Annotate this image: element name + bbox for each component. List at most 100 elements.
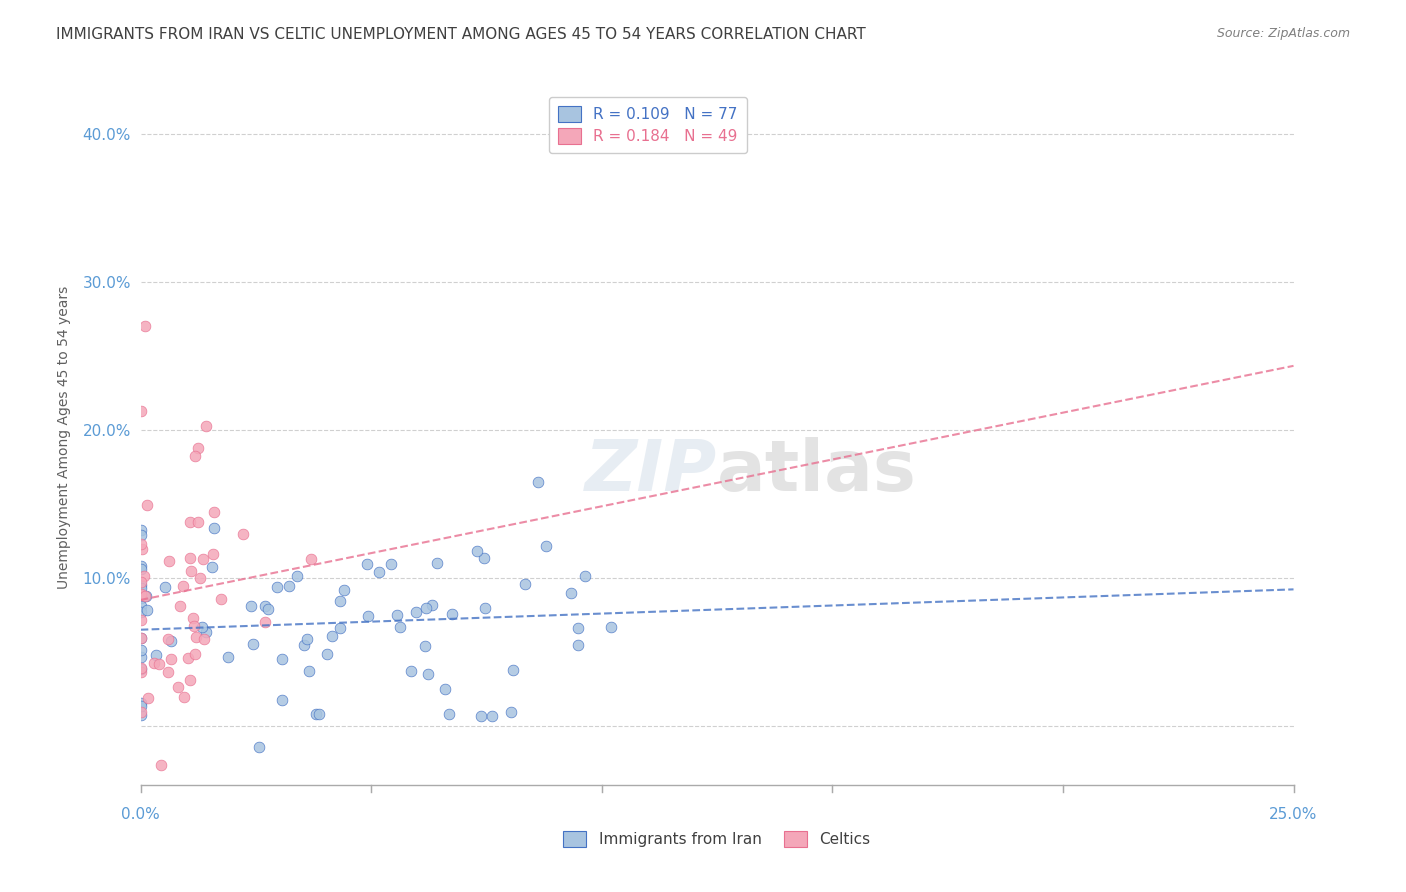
Point: [356, 557, 378, 571]
Point: [129, 587, 152, 601]
Point: [321, 629, 343, 643]
Point: [129, 523, 152, 537]
Point: [420, 598, 443, 612]
Point: [413, 639, 436, 653]
Point: [415, 600, 437, 615]
Point: [129, 536, 152, 550]
Point: [271, 693, 294, 707]
Point: [129, 613, 152, 627]
Point: [157, 554, 180, 568]
Point: [202, 547, 225, 561]
Point: [305, 706, 328, 721]
Point: [332, 583, 354, 598]
Point: [465, 544, 488, 558]
Point: [440, 607, 463, 621]
Point: [298, 664, 321, 678]
Legend: Immigrants from Iran, Celtics: Immigrants from Iran, Celtics: [564, 831, 870, 847]
Point: [405, 605, 427, 619]
Point: [129, 577, 152, 591]
Point: [502, 663, 524, 677]
Point: [155, 580, 177, 594]
Point: [195, 625, 218, 640]
Point: [574, 568, 596, 582]
Point: [515, 576, 537, 591]
Point: [179, 673, 201, 687]
Point: [134, 319, 156, 334]
Point: [188, 571, 211, 585]
Point: [368, 566, 391, 580]
Point: [184, 450, 207, 464]
Point: [499, 705, 522, 719]
Point: [434, 681, 457, 696]
Point: [295, 632, 318, 646]
Point: [186, 630, 208, 644]
Point: [135, 499, 157, 513]
Point: [129, 649, 152, 664]
Point: [156, 665, 179, 679]
Point: [160, 652, 183, 666]
Point: [187, 516, 209, 530]
Point: [129, 588, 152, 602]
Point: [129, 708, 152, 723]
Point: [201, 560, 224, 574]
Point: [148, 657, 170, 672]
Point: [600, 620, 623, 634]
Point: [131, 632, 153, 646]
Point: [253, 615, 276, 630]
Point: [191, 620, 214, 634]
Point: [143, 656, 166, 670]
Y-axis label: Unemployment Among Ages 45 to 54 years: Unemployment Among Ages 45 to 54 years: [58, 285, 72, 589]
Point: [129, 665, 152, 679]
Point: [470, 708, 492, 723]
Point: [270, 652, 292, 666]
Point: [129, 528, 152, 542]
Point: [156, 632, 179, 647]
Point: [129, 562, 152, 576]
Point: [567, 621, 589, 635]
Point: [437, 707, 460, 722]
Point: [129, 581, 152, 595]
Point: [481, 709, 503, 723]
Point: [285, 568, 308, 582]
Point: [534, 539, 557, 553]
Point: [180, 564, 202, 578]
Point: [129, 662, 152, 676]
Point: [474, 601, 496, 615]
Point: [167, 680, 190, 694]
Point: [242, 637, 264, 651]
Point: [173, 690, 195, 705]
Point: [193, 632, 215, 646]
Point: [277, 579, 299, 593]
Point: [426, 556, 449, 570]
Point: [129, 661, 152, 675]
Point: [129, 705, 152, 719]
Point: [240, 599, 263, 614]
Point: [247, 739, 270, 754]
Point: [129, 698, 152, 713]
Point: [129, 643, 152, 657]
Point: [183, 647, 205, 661]
Point: [329, 622, 352, 636]
Text: 25.0%: 25.0%: [1270, 807, 1317, 822]
Point: [134, 589, 156, 603]
Point: [202, 505, 225, 519]
Point: [195, 418, 218, 433]
Point: [356, 608, 378, 623]
Text: IMMIGRANTS FROM IRAN VS CELTIC UNEMPLOYMENT AMONG AGES 45 TO 54 YEARS CORRELATIO: IMMIGRANTS FROM IRAN VS CELTIC UNEMPLOYM…: [56, 27, 866, 42]
Point: [129, 696, 152, 710]
Point: [187, 441, 209, 455]
Point: [388, 620, 411, 634]
Point: [172, 579, 194, 593]
Point: [150, 757, 173, 772]
Point: [399, 664, 422, 678]
Point: [136, 690, 159, 705]
Point: [292, 638, 315, 652]
Point: [209, 592, 232, 607]
Point: [179, 515, 201, 529]
Point: [159, 633, 181, 648]
Point: [129, 599, 152, 613]
Point: [232, 526, 254, 541]
Point: [416, 667, 439, 681]
Point: [181, 611, 204, 625]
Point: [177, 651, 200, 665]
